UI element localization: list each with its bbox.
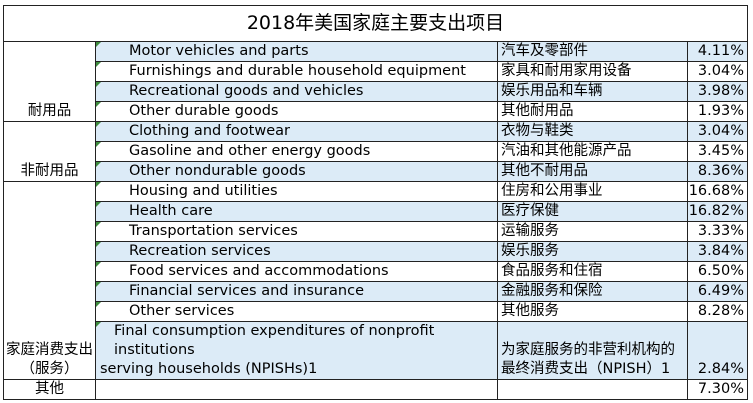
- table-row: 家庭消费支出（服务） Housing and utilities 住房和公用事业…: [3, 181, 748, 380]
- category-other[interactable]: 其他: [3, 379, 96, 400]
- item-pct[interactable]: 6.49%: [687, 281, 748, 302]
- table-row: Final consumption expenditures of nonpro…: [4, 321, 748, 380]
- comment-marker-icon: [96, 282, 101, 287]
- item-pct[interactable]: 3.45%: [687, 141, 748, 162]
- category-nondurable[interactable]: 非耐用品: [3, 121, 96, 182]
- item-zh[interactable]: 其他服务: [497, 301, 688, 322]
- table-title[interactable]: 2018年美国家庭主要支出项目: [3, 5, 748, 42]
- item-pct[interactable]: 3.04%: [687, 61, 748, 82]
- comment-marker-icon: [96, 222, 101, 227]
- comment-marker-icon: [96, 182, 101, 187]
- comment-marker-icon: [96, 62, 101, 67]
- item-pct[interactable]: 4.11%: [687, 41, 748, 62]
- table-row: Food services and accommodations 食品服务和住宿…: [4, 261, 748, 282]
- table-row: Health care 医疗保健 16.82%: [4, 201, 748, 222]
- table-row: Gasoline and other energy goods 汽油和其他能源产…: [4, 141, 748, 162]
- item-pct[interactable]: 16.68%: [687, 181, 748, 202]
- item-en[interactable]: Health care: [95, 201, 498, 222]
- comment-marker-icon: [96, 102, 101, 107]
- item-zh[interactable]: 其他不耐用品: [497, 161, 688, 182]
- item-zh[interactable]: [497, 379, 688, 400]
- item-zh[interactable]: 衣物与鞋类: [497, 121, 688, 142]
- item-zh[interactable]: 金融服务和保险: [497, 281, 688, 302]
- table-row: Transportation services 运输服务 3.33%: [4, 221, 748, 242]
- item-pct[interactable]: 3.33%: [687, 221, 748, 242]
- item-en[interactable]: Other services: [95, 301, 498, 322]
- item-en[interactable]: [95, 379, 498, 400]
- comment-marker-icon: [96, 242, 101, 247]
- comment-marker-icon: [96, 122, 101, 127]
- item-pct[interactable]: 16.82%: [687, 201, 748, 222]
- comment-marker-icon: [96, 82, 101, 87]
- item-pct[interactable]: 3.98%: [687, 81, 748, 102]
- item-pct[interactable]: 2.84%: [687, 321, 748, 380]
- item-zh[interactable]: 汽油和其他能源产品: [497, 141, 688, 162]
- comment-marker-icon: [96, 42, 101, 47]
- item-pct[interactable]: 6.50%: [687, 261, 748, 282]
- item-zh[interactable]: 为家庭服务的非营利机构的最终消费支出（NPISH）1: [497, 321, 688, 380]
- item-en[interactable]: Furnishings and durable household equipm…: [95, 61, 498, 82]
- comment-marker-icon: [96, 302, 101, 307]
- item-en[interactable]: Clothing and footwear: [95, 121, 498, 142]
- expenditure-table: 2018年美国家庭主要支出项目 耐用品 Motor vehicles and p…: [3, 5, 748, 400]
- item-zh[interactable]: 食品服务和住宿: [497, 261, 688, 282]
- item-zh[interactable]: 家具和耐用家用设备: [497, 61, 688, 82]
- item-zh[interactable]: 住房和公用事业: [497, 181, 688, 202]
- item-en[interactable]: Housing and utilities: [95, 181, 498, 202]
- table-row: Recreation services 娱乐服务 3.84%: [4, 241, 748, 262]
- table-row: 其他 7.30%: [3, 379, 748, 400]
- item-en[interactable]: Recreational goods and vehicles: [95, 81, 498, 102]
- item-en[interactable]: Food services and accommodations: [95, 261, 498, 282]
- item-en[interactable]: Final consumption expenditures of nonpro…: [95, 321, 498, 380]
- item-pct[interactable]: 7.30%: [687, 379, 748, 400]
- item-en[interactable]: Gasoline and other energy goods: [95, 141, 498, 162]
- item-pct[interactable]: 3.84%: [687, 241, 748, 262]
- item-en[interactable]: Financial services and insurance: [95, 281, 498, 302]
- category-services[interactable]: 家庭消费支出（服务）: [3, 181, 96, 380]
- item-en[interactable]: Recreation services: [95, 241, 498, 262]
- item-zh[interactable]: 运输服务: [497, 221, 688, 242]
- table-row: 耐用品 Motor vehicles and parts 汽车及零部件 4.11…: [3, 41, 748, 122]
- item-en[interactable]: Other nondurable goods: [95, 161, 498, 182]
- comment-marker-icon: [96, 322, 101, 327]
- item-zh[interactable]: 其他耐用品: [497, 101, 688, 122]
- table-row: Other services 其他服务 8.28%: [4, 301, 748, 322]
- table-row: Furnishings and durable household equipm…: [4, 61, 748, 82]
- table-row: Financial services and insurance 金融服务和保险…: [4, 281, 748, 302]
- category-durable[interactable]: 耐用品: [3, 41, 96, 122]
- item-en[interactable]: Motor vehicles and parts: [95, 41, 498, 62]
- item-en[interactable]: Transportation services: [95, 221, 498, 242]
- item-pct[interactable]: 1.93%: [687, 101, 748, 122]
- table-row: Recreational goods and vehicles 娱乐用品和车辆 …: [4, 81, 748, 102]
- comment-marker-icon: [96, 202, 101, 207]
- item-en[interactable]: Other durable goods: [95, 101, 498, 122]
- comment-marker-icon: [96, 162, 101, 167]
- table-row: Other nondurable goods 其他不耐用品 8.36%: [4, 161, 748, 182]
- comment-marker-icon: [96, 262, 101, 267]
- item-pct[interactable]: 8.28%: [687, 301, 748, 322]
- item-zh[interactable]: 娱乐用品和车辆: [497, 81, 688, 102]
- item-zh[interactable]: 医疗保健: [497, 201, 688, 222]
- item-pct[interactable]: 3.04%: [687, 121, 748, 142]
- item-pct[interactable]: 8.36%: [687, 161, 748, 182]
- item-zh[interactable]: 汽车及零部件: [497, 41, 688, 62]
- title-row: 2018年美国家庭主要支出项目: [3, 5, 748, 42]
- table-row: 非耐用品 Clothing and footwear 衣物与鞋类 3.04%: [3, 121, 748, 182]
- item-zh[interactable]: 娱乐服务: [497, 241, 688, 262]
- comment-marker-icon: [96, 142, 101, 147]
- table-row: Other durable goods 其他耐用品 1.93%: [4, 101, 748, 122]
